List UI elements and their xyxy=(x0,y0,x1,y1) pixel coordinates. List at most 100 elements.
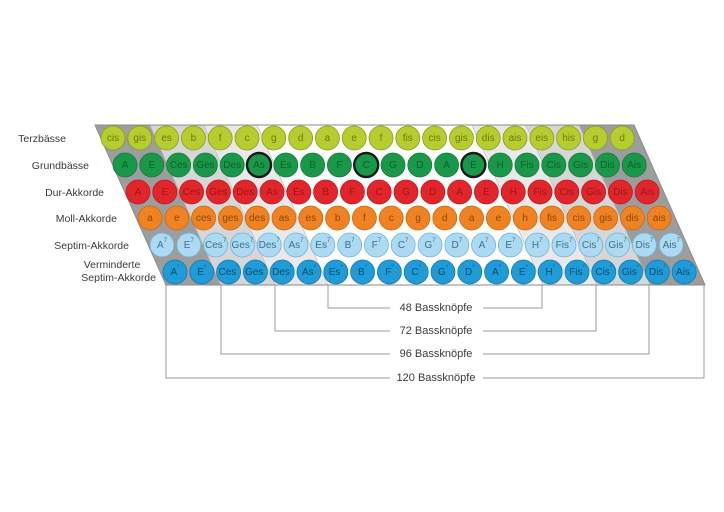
bass-button[interactable]: cis xyxy=(566,205,592,231)
bass-button[interactable]: ges xyxy=(217,205,243,231)
bass-button[interactable]: C° xyxy=(403,259,429,285)
bass-button[interactable]: eis xyxy=(529,125,555,151)
bass-button[interactable]: Fis7 xyxy=(551,232,577,258)
bass-button[interactable]: Cis xyxy=(554,179,580,205)
bass-button[interactable]: g xyxy=(405,205,431,231)
bass-button[interactable]: H xyxy=(500,179,526,205)
bass-button[interactable]: Cis° xyxy=(591,259,617,285)
bass-button[interactable]: E° xyxy=(189,259,215,285)
bass-button[interactable]: Dis° xyxy=(645,259,670,285)
bass-button[interactable]: E xyxy=(460,151,487,179)
bass-button[interactable]: Ges xyxy=(192,152,218,178)
bass-button[interactable]: F xyxy=(326,152,352,178)
bass-button[interactable]: Ais7 xyxy=(658,232,684,258)
bass-button[interactable]: h xyxy=(512,205,538,231)
bass-button[interactable]: es xyxy=(298,205,324,231)
bass-button[interactable]: d xyxy=(432,205,458,231)
bass-button[interactable]: H xyxy=(487,152,513,178)
bass-button[interactable]: Gis° xyxy=(618,259,643,285)
bass-button[interactable]: c xyxy=(378,205,404,231)
bass-button[interactable]: B7 xyxy=(337,232,363,258)
bass-button[interactable]: dis xyxy=(475,125,501,151)
bass-button[interactable]: Es xyxy=(286,179,312,205)
bass-button[interactable]: gis xyxy=(127,125,153,151)
bass-button[interactable]: F° xyxy=(376,259,402,285)
bass-button[interactable]: Des7 xyxy=(256,232,282,258)
bass-button[interactable]: D7 xyxy=(444,232,470,258)
bass-button[interactable]: ais xyxy=(502,125,528,151)
bass-button[interactable]: Ais xyxy=(621,152,647,178)
bass-button[interactable]: A xyxy=(112,152,138,178)
bass-button[interactable]: B xyxy=(300,152,326,178)
bass-button[interactable]: ces xyxy=(191,205,217,231)
bass-button[interactable]: A xyxy=(125,179,151,205)
bass-button[interactable]: E7 xyxy=(176,232,202,258)
bass-button[interactable]: f xyxy=(351,205,377,231)
bass-button[interactable]: A xyxy=(447,179,473,205)
bass-button[interactable]: d xyxy=(288,125,314,151)
bass-button[interactable]: H7 xyxy=(524,232,550,258)
bass-button[interactable]: Ais xyxy=(634,179,660,205)
bass-button[interactable]: Gis7 xyxy=(605,232,630,258)
bass-button[interactable]: Ais° xyxy=(671,259,697,285)
bass-button[interactable]: B xyxy=(313,179,339,205)
bass-button[interactable]: Ces xyxy=(179,179,205,205)
bass-button[interactable]: gis xyxy=(448,125,474,151)
bass-button[interactable]: cis xyxy=(422,125,448,151)
bass-button[interactable]: C xyxy=(353,151,380,179)
bass-button[interactable]: es xyxy=(154,125,180,151)
bass-button[interactable]: fis xyxy=(539,205,565,231)
bass-button[interactable]: des xyxy=(244,205,270,231)
bass-button[interactable]: gis xyxy=(593,205,618,231)
bass-button[interactable]: Es7 xyxy=(310,232,336,258)
bass-button[interactable]: C xyxy=(366,179,392,205)
bass-button[interactable]: G xyxy=(380,152,406,178)
bass-button[interactable]: A7 xyxy=(149,232,175,258)
bass-button[interactable]: e xyxy=(485,205,511,231)
bass-button[interactable]: Fis° xyxy=(564,259,590,285)
bass-button[interactable]: a xyxy=(459,205,485,231)
bass-button[interactable]: F xyxy=(339,179,365,205)
bass-button[interactable]: fis xyxy=(395,125,421,151)
bass-button[interactable]: Ces7 xyxy=(203,232,229,258)
bass-button[interactable]: Ges° xyxy=(242,259,268,285)
bass-button[interactable]: D xyxy=(407,152,433,178)
bass-button[interactable]: Cis7 xyxy=(578,232,604,258)
bass-button[interactable]: e xyxy=(341,125,367,151)
bass-button[interactable]: f xyxy=(368,125,394,151)
bass-button[interactable]: Des xyxy=(219,152,245,178)
bass-button[interactable]: A° xyxy=(484,259,510,285)
bass-button[interactable]: Ces° xyxy=(216,259,242,285)
bass-button[interactable]: A7 xyxy=(471,232,497,258)
bass-button[interactable]: g xyxy=(583,125,608,151)
bass-button[interactable]: ais xyxy=(646,205,672,231)
bass-button[interactable]: e xyxy=(164,205,190,231)
bass-button[interactable]: Gis xyxy=(581,179,606,205)
bass-button[interactable]: E° xyxy=(511,259,536,285)
bass-button[interactable]: A xyxy=(434,152,460,178)
bass-button[interactable]: F7 xyxy=(363,232,389,258)
bass-button[interactable]: H° xyxy=(537,259,563,285)
bass-button[interactable]: Es° xyxy=(323,259,349,285)
bass-button[interactable]: E xyxy=(139,152,165,178)
bass-button[interactable]: C7 xyxy=(390,232,416,258)
bass-button[interactable]: D xyxy=(420,179,446,205)
bass-button[interactable]: Ges xyxy=(205,179,231,205)
bass-button[interactable]: G xyxy=(393,179,419,205)
bass-button[interactable]: g xyxy=(261,125,287,151)
bass-button[interactable]: a xyxy=(314,125,340,151)
bass-button[interactable]: E xyxy=(152,179,178,205)
bass-button[interactable]: G7 xyxy=(417,232,443,258)
bass-button[interactable]: As xyxy=(259,179,285,205)
bass-button[interactable]: as xyxy=(271,205,297,231)
bass-button[interactable]: a xyxy=(137,205,163,231)
bass-button[interactable]: D° xyxy=(457,259,483,285)
bass-button[interactable]: b xyxy=(180,125,206,151)
bass-button[interactable]: cis xyxy=(100,125,126,151)
bass-button[interactable]: Es xyxy=(273,152,299,178)
bass-button[interactable]: As7 xyxy=(283,232,309,258)
bass-button[interactable]: c xyxy=(234,125,260,151)
bass-button[interactable]: B° xyxy=(350,259,376,285)
bass-button[interactable]: A° xyxy=(162,259,188,285)
bass-button[interactable]: Dis7 xyxy=(632,232,657,258)
